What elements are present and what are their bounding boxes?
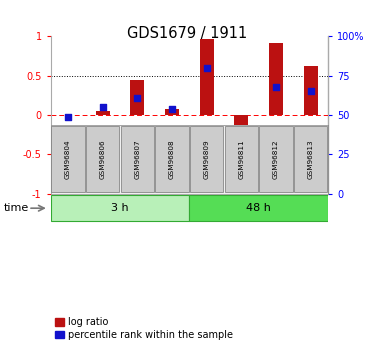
FancyBboxPatch shape [190, 126, 224, 193]
FancyBboxPatch shape [51, 195, 189, 221]
Text: GSM96806: GSM96806 [100, 139, 106, 179]
FancyBboxPatch shape [294, 126, 327, 193]
Point [65, 114, 71, 119]
FancyBboxPatch shape [260, 126, 293, 193]
Bar [234, 115, 248, 180]
FancyBboxPatch shape [51, 126, 85, 193]
FancyBboxPatch shape [155, 126, 189, 193]
Text: GSM96809: GSM96809 [204, 139, 210, 179]
Point [100, 105, 106, 110]
FancyBboxPatch shape [86, 126, 119, 193]
Legend: log ratio, percentile rank within the sample: log ratio, percentile rank within the sa… [56, 317, 233, 340]
Bar [165, 109, 179, 115]
Point [134, 95, 140, 100]
Point [308, 89, 314, 94]
Text: time: time [4, 203, 29, 213]
Bar [269, 42, 283, 115]
Bar [304, 66, 318, 115]
Bar [200, 39, 214, 115]
FancyBboxPatch shape [189, 195, 328, 221]
Text: GSM96812: GSM96812 [273, 139, 279, 179]
Text: GSM96811: GSM96811 [238, 139, 244, 179]
Text: 48 h: 48 h [246, 203, 271, 213]
Text: GSM96808: GSM96808 [169, 139, 175, 179]
Text: 3 h: 3 h [111, 203, 129, 213]
Text: GDS1679 / 1911: GDS1679 / 1911 [128, 26, 248, 41]
Bar [130, 80, 144, 115]
Point [169, 106, 175, 111]
Text: GSM96804: GSM96804 [65, 139, 71, 179]
Text: GSM96813: GSM96813 [308, 139, 314, 179]
FancyBboxPatch shape [121, 126, 154, 193]
Bar [96, 111, 109, 115]
Point [273, 84, 279, 89]
Text: GSM96807: GSM96807 [134, 139, 140, 179]
Point [238, 183, 244, 189]
Point [204, 65, 210, 70]
FancyBboxPatch shape [225, 126, 258, 193]
